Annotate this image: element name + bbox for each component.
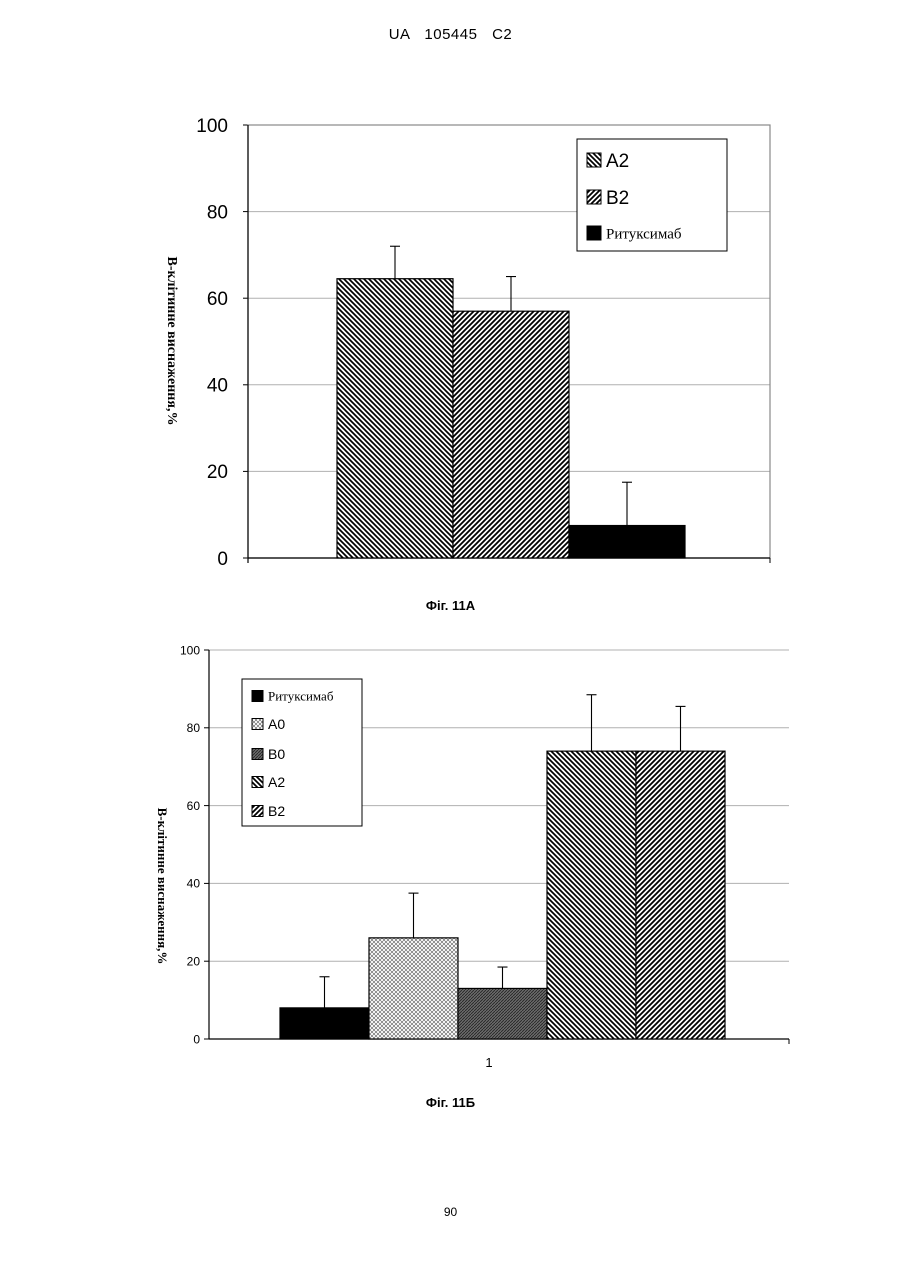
caption-fig11b: Фіг. 11Б [0,1095,901,1110]
chart2-legend-label-3: A2 [268,774,285,790]
chart2-x-category-label: 1 [485,1055,492,1070]
chart1-legend-swatch-2 [587,226,601,240]
chart2-legend-swatch-1 [252,719,263,730]
chart2-legend-label-1: A0 [268,716,285,732]
chart1-y-axis-label: В-клітинне виснаження,% [164,257,179,426]
chart1-y-tick-label: 0 [217,549,228,570]
chart1-y-tick-label: 20 [207,462,228,483]
chart2-y-tick-label: 80 [187,721,201,735]
chart2-bar-1 [369,938,458,1039]
page-number: 90 [0,1205,901,1219]
chart2-y-axis-label: В-клітинне виснаження,% [155,808,170,965]
chart2-legend-swatch-2 [252,749,263,760]
chart1-legend-swatch-1 [587,190,601,204]
chart2-y-tick-label: 100 [180,643,200,657]
chart2-bar-3 [547,751,636,1039]
chart1-legend-label-2: Ритуксимаб [606,226,682,242]
chart1-bar-2 [569,526,685,558]
chart1-y-tick-label: 80 [207,202,228,223]
chart2-legend-swatch-4 [252,806,263,817]
chart1-y-tick-label: 40 [207,376,228,397]
chart1-y-tick-label: 60 [207,289,228,310]
chart1-legend-label-0: A2 [606,151,629,172]
chart1-bar-1 [453,311,569,558]
chart2-legend-swatch-3 [252,777,263,788]
chart2-legend-label-4: B2 [268,803,285,819]
chart2-legend-swatch-0 [252,691,263,702]
chart2-bar-2 [458,988,547,1039]
chart1-legend-swatch-0 [587,153,601,167]
chart1-legend-label-1: B2 [606,188,629,209]
caption-fig11a: Фіг. 11А [0,598,901,613]
chart1-bar-0 [337,279,453,558]
chart2-y-tick-label: 0 [193,1032,200,1046]
chart2-bar-0 [280,1008,369,1039]
chart2-y-tick-label: 40 [187,877,201,891]
chart2-legend-label-2: B0 [268,746,285,762]
chart1-y-tick-label: 100 [196,116,228,137]
chart2-legend-label-0: Ритуксимаб [268,689,334,704]
chart2-y-tick-label: 20 [187,955,201,969]
chart2-y-tick-label: 60 [187,799,201,813]
chart2-bar-4 [636,751,725,1039]
